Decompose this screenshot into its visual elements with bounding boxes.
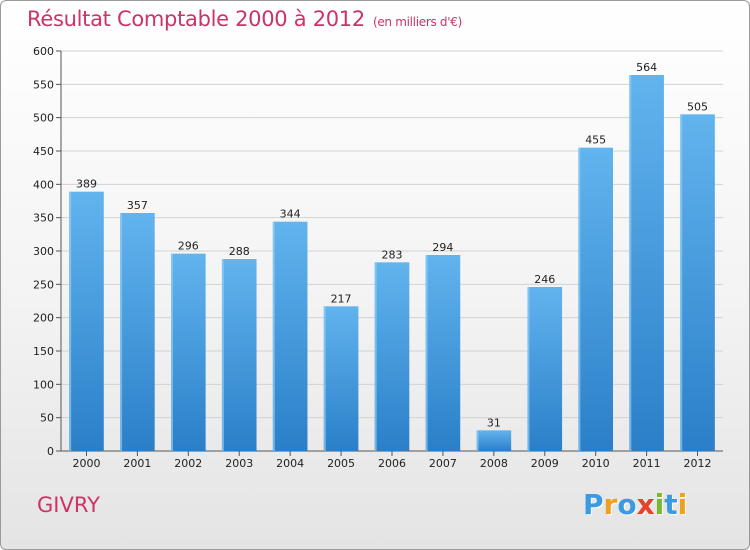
bar [170, 253, 206, 451]
commune-name: GIVRY [37, 493, 100, 517]
title-text: Résultat Comptable 2000 à 2012 [27, 7, 365, 31]
value-label: 294 [432, 241, 453, 254]
value-label: 246 [534, 273, 555, 286]
x-tick-label: 2007 [429, 457, 457, 470]
bar [578, 147, 614, 451]
bar-highlight [629, 75, 632, 451]
y-tick-label: 600 [33, 45, 54, 58]
x-tick-label: 2011 [633, 457, 661, 470]
value-label: 344 [280, 208, 301, 221]
bar-highlight [170, 253, 173, 451]
bar-highlight [425, 255, 428, 451]
bar-highlight [374, 262, 377, 451]
bar [425, 255, 461, 451]
y-tick-label: 0 [47, 445, 54, 458]
y-tick-label: 350 [33, 212, 54, 225]
x-tick-label: 2012 [684, 457, 712, 470]
value-label: 217 [331, 292, 352, 305]
bar-highlight [120, 213, 123, 451]
x-tick-label: 2002 [174, 457, 202, 470]
x-tick-label: 2008 [480, 457, 508, 470]
y-tick-label: 450 [33, 145, 54, 158]
value-label: 564 [636, 61, 657, 74]
bar-highlight [323, 306, 326, 451]
bar-highlight [69, 191, 72, 451]
bar [69, 191, 104, 451]
logo-letter: t [664, 488, 678, 521]
x-tick-label: 2009 [531, 457, 559, 470]
bar [221, 259, 257, 451]
logo-letter: i [654, 488, 665, 521]
bar-highlight [527, 287, 530, 451]
x-tick-label: 2004 [276, 457, 304, 470]
bar [680, 114, 715, 451]
bar-highlight [680, 114, 683, 451]
x-tick-label: 2006 [378, 457, 406, 470]
value-label: 296 [178, 240, 199, 253]
bar-highlight [476, 430, 479, 451]
bar [527, 287, 563, 451]
chart-title: Résultat Comptable 2000 à 2012 (en millie… [27, 7, 462, 31]
value-label: 455 [585, 134, 606, 147]
y-tick-label: 400 [33, 178, 54, 191]
y-tick-label: 550 [33, 78, 54, 91]
chart-subtitle: (en milliers d'€) [372, 15, 462, 29]
value-label: 283 [382, 248, 403, 261]
y-tick-label: 300 [33, 245, 54, 258]
logo-letter: o [617, 488, 637, 521]
bars [69, 75, 715, 451]
x-tick-label: 2003 [225, 457, 253, 470]
value-label: 288 [229, 245, 250, 258]
logo-letter: x [636, 488, 655, 521]
value-labels: 389 357 296 288 344 217 283 294 31 246 455 564 505 [76, 61, 708, 429]
y-tick-label: 50 [40, 412, 54, 425]
value-label: 357 [127, 199, 148, 212]
y-tick-label: 500 [33, 112, 54, 125]
bar-highlight [221, 259, 224, 451]
bar-highlight [578, 147, 581, 451]
axes: 0 50 100 150 200 250 300 350 400 450 500 550 600 2000… [33, 45, 723, 470]
x-tick-label: 2010 [582, 457, 610, 470]
proxiti-logo: Proxiti [583, 488, 687, 521]
value-label: 505 [687, 100, 708, 113]
bar [629, 75, 664, 451]
logo-letter: r [603, 488, 618, 521]
value-label: 389 [76, 178, 97, 191]
x-tick-label: 2000 [72, 457, 100, 470]
logo-letter: i [677, 488, 688, 521]
x-tick-label: 2001 [123, 457, 151, 470]
bar-highlight [272, 221, 275, 451]
logo-letter: P [583, 488, 604, 521]
x-tick-label: 2005 [327, 457, 355, 470]
bar [374, 262, 410, 451]
y-tick-label: 150 [33, 345, 54, 358]
y-tick-label: 100 [33, 378, 54, 391]
value-label: 31 [487, 416, 501, 429]
bar [120, 213, 155, 451]
bar [476, 430, 512, 451]
y-tick-label: 200 [33, 312, 54, 325]
bar [323, 306, 359, 451]
y-tick-label: 250 [33, 278, 54, 291]
bar [272, 221, 308, 451]
